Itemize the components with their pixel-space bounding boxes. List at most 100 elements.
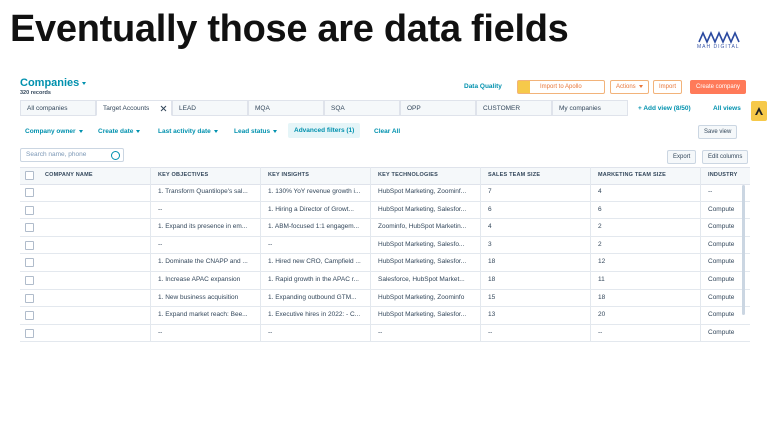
row-divider [20,271,750,272]
table-cell: -- [158,240,163,248]
add-view[interactable]: + Add view (8/50) [638,105,691,112]
tab[interactable]: SQA [324,100,400,116]
table-cell: 6 [488,205,492,213]
close-tab-icon[interactable] [160,105,167,112]
table-cell: 20 [598,311,606,319]
table-cell: HubSpot Marketing, Zoominfo [378,293,465,301]
row-checkbox[interactable] [25,311,34,321]
tab[interactable]: All companies [20,100,96,116]
header-checkbox[interactable] [25,171,34,180]
table-cell: 18 [488,258,496,266]
table-cell: 13 [488,311,496,319]
create-button[interactable]: Create company [690,80,747,94]
tab[interactable]: My companies [552,100,628,116]
logo-text: MAH DIGITAL [697,44,740,50]
table-cell: Compute [708,240,735,248]
row-checkbox[interactable] [25,276,34,285]
filter-dropdown[interactable]: Company owner [25,128,83,135]
table-cell: 4 [488,223,492,231]
row-divider [20,253,750,255]
search-box[interactable]: Search name, phone [20,148,124,162]
column-header[interactable]: INDUSTRY [708,172,738,178]
table-cell: Compute [708,205,735,213]
table-cell: 1. Dominate the CNAPP and ... [158,258,248,266]
table-cell: Compute [708,223,735,231]
table-cell: -- [488,328,493,336]
row-checkbox[interactable] [25,205,34,215]
actions-button[interactable]: Actions [610,80,649,94]
table-cell: Compute [708,293,735,301]
filter-dropdown[interactable]: Lead status [234,128,278,135]
tab[interactable]: MQA [248,100,324,116]
row-checkbox[interactable] [25,188,34,197]
table-cell: 3 [488,240,492,248]
export-button[interactable]: Export [667,150,697,164]
tab[interactable]: CUSTOMER [476,100,552,116]
row-divider [20,306,750,308]
column-header[interactable]: KEY OBJECTIVES [158,172,209,178]
scrollbar [742,185,745,315]
row-checkbox[interactable] [25,293,34,303]
apollo-label: Import to Apollo [540,84,582,90]
column-header[interactable]: MARKETING TEAM SIZE [598,172,666,178]
table-cell: 4 [598,188,602,195]
apollo-side-button[interactable] [751,101,767,121]
table-cell: HubSpot Marketing, Salesfor... [378,205,467,213]
table-cell: 18 [488,276,496,283]
table-cell: HubSpot Marketing, Salesfo... [378,240,465,248]
data-quality-link[interactable]: Data Quality [464,83,502,90]
row-divider [20,323,750,325]
tab[interactable]: LEAD [172,100,248,116]
table-cell: 15 [488,293,496,301]
filter-dropdown[interactable]: Last activity date [158,128,218,135]
page-title[interactable]: Companies [20,77,87,89]
column-header[interactable]: KEY INSIGHTS [268,172,310,178]
row-checkbox[interactable] [25,223,34,233]
table-cell: HubSpot Marketing, Zoominf... [378,188,467,195]
column-header[interactable]: COMPANY NAME [45,172,93,178]
slide-title: Eventually those are data fields [10,8,569,50]
table-cell: 1. Rapid growth in the APAC r... [268,276,359,283]
table-header-bg [20,167,750,185]
row-checkbox[interactable] [25,240,34,250]
table-cell: 7 [488,188,492,195]
tab-active[interactable]: Target Accounts [96,100,172,116]
table-cell: 1. Expand its presence in em... [158,223,248,231]
column-header[interactable]: SALES TEAM SIZE [488,172,541,178]
advanced-filters[interactable]: Advanced filters (1) [288,123,361,138]
table-cell: -- [158,328,163,336]
table-cell: Compute [708,328,735,336]
row-checkbox[interactable] [25,328,34,338]
filter-dropdown[interactable]: Create date [98,128,141,135]
tab[interactable]: OPP [400,100,476,116]
table-cell: 1. ABM-focused 1:1 engagem... [268,223,360,231]
table-cell: 1. Expanding outbound GTM... [268,293,357,301]
apollo-icon [518,81,530,93]
row-divider [20,218,750,220]
table-cell: 1. Increase APAC expansion [158,276,241,283]
search-placeholder: Search name, phone [26,151,87,158]
import-button[interactable]: Import [653,80,683,94]
table-cell: 1. Executive hires in 2022: - C... [268,311,361,319]
table-cell: -- [378,328,383,336]
table-cell: -- [158,205,163,213]
table-cell: 11 [598,276,605,283]
column-header[interactable]: KEY TECHNOLOGIES [378,172,438,178]
apollo-button[interactable]: Import to Apollo [517,80,605,94]
table-cell: 1. Hired new CRO, Campfield ... [268,258,361,266]
table-cell: 18 [598,293,606,301]
table-cell: -- [268,328,273,336]
record-count: 320 records [20,90,51,96]
row-divider [20,288,750,290]
row-checkbox[interactable] [25,258,34,268]
row-divider [20,341,750,343]
clear-all[interactable]: Clear All [374,128,401,135]
table-cell: Compute [708,258,735,266]
table-cell: Zoominfo, HubSpot Marketin... [378,223,467,231]
table-cell: 2 [598,223,602,231]
table-cell: 2 [598,240,602,248]
search-icon [111,151,120,160]
edit-columns-button[interactable]: Edit columns [702,150,749,164]
save-view-button[interactable]: Save view [698,125,738,139]
all-views[interactable]: All views [713,105,741,112]
